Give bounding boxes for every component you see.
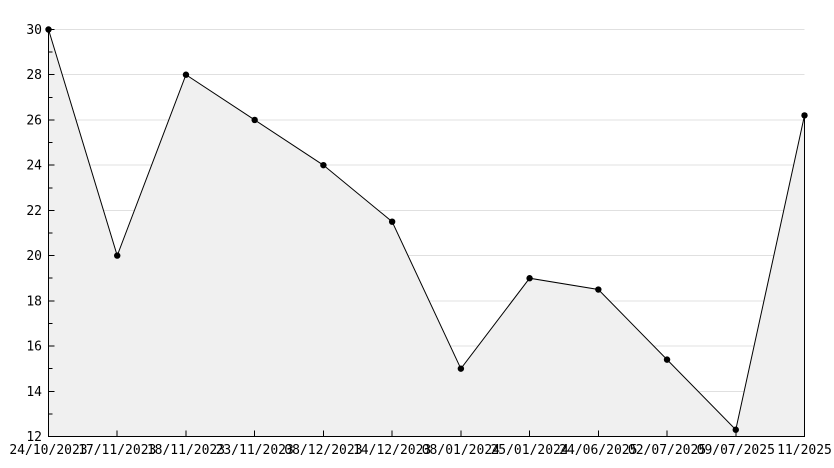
y-tick-label: 30 — [26, 23, 42, 38]
x-tick-label: 02/07/2025 — [628, 443, 706, 458]
x-tick-label: 11/2025 — [777, 443, 832, 458]
data-point-marker — [801, 112, 808, 119]
data-point-marker — [320, 161, 327, 169]
y-tick-label: 20 — [26, 249, 42, 264]
data-point-marker — [663, 356, 671, 363]
x-tick-label: 08/01/2024 — [422, 443, 500, 458]
data-point-marker — [732, 426, 739, 433]
data-point-marker — [182, 71, 190, 78]
y-tick-label: 24 — [26, 159, 42, 174]
data-point-marker — [595, 286, 602, 293]
y-tick-label: 28 — [26, 68, 42, 83]
y-tick-label: 12 — [26, 430, 42, 445]
data-point-marker — [388, 218, 396, 225]
x-tick-label: 09/07/2025 — [697, 443, 775, 458]
x-tick-label: 08/12/2023 — [284, 443, 362, 458]
y-tick-label: 26 — [26, 113, 42, 128]
x-tick-label: 24/06/2025 — [559, 443, 637, 458]
x-tick-label: 18/11/2023 — [147, 443, 225, 458]
y-tick-label: 18 — [26, 294, 42, 309]
data-point-marker — [526, 275, 533, 282]
x-tick-label: 17/11/2023 — [78, 443, 156, 458]
data-point-marker — [114, 252, 121, 259]
data-point-marker — [457, 365, 465, 372]
y-tick-label: 22 — [26, 204, 42, 219]
x-tick-label: 25/01/2024 — [490, 443, 568, 458]
x-tick-label: 23/11/2023 — [216, 443, 294, 458]
data-point-marker — [251, 116, 258, 124]
x-tick-label: 14/12/2023 — [353, 443, 431, 458]
x-tick-label: 24/10/2023 — [9, 443, 87, 458]
y-tick-label: 14 — [26, 385, 42, 400]
y-tick-label: 16 — [26, 340, 42, 355]
